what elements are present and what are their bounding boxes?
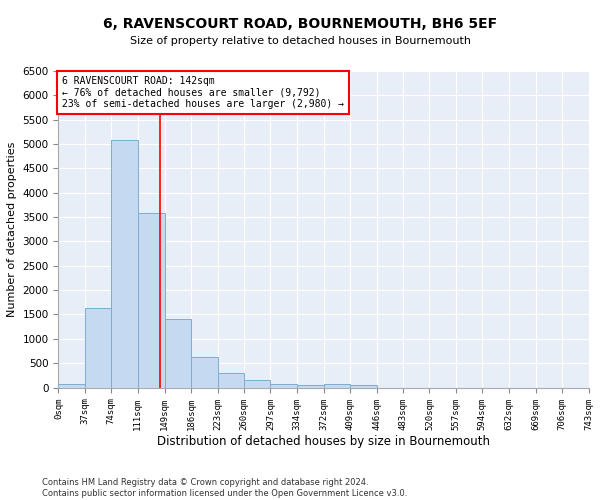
Bar — [350, 385, 377, 388]
Bar — [165, 320, 191, 388]
X-axis label: Distribution of detached houses by size in Bournemouth: Distribution of detached houses by size … — [157, 435, 490, 448]
Bar — [191, 357, 218, 388]
Text: Contains HM Land Registry data © Crown copyright and database right 2024.
Contai: Contains HM Land Registry data © Crown c… — [42, 478, 407, 498]
Y-axis label: Number of detached properties: Number of detached properties — [7, 142, 17, 317]
Bar — [244, 380, 271, 388]
Bar — [58, 384, 85, 388]
Text: 6, RAVENSCOURT ROAD, BOURNEMOUTH, BH6 5EF: 6, RAVENSCOURT ROAD, BOURNEMOUTH, BH6 5E… — [103, 18, 497, 32]
Text: Size of property relative to detached houses in Bournemouth: Size of property relative to detached ho… — [130, 36, 470, 46]
Bar — [218, 373, 244, 388]
Bar — [111, 140, 137, 388]
Bar — [85, 308, 111, 388]
Bar — [324, 384, 350, 388]
Bar — [137, 214, 165, 388]
Text: 6 RAVENSCOURT ROAD: 142sqm
← 76% of detached houses are smaller (9,792)
23% of s: 6 RAVENSCOURT ROAD: 142sqm ← 76% of deta… — [62, 76, 344, 109]
Bar — [297, 385, 324, 388]
Bar — [271, 384, 297, 388]
